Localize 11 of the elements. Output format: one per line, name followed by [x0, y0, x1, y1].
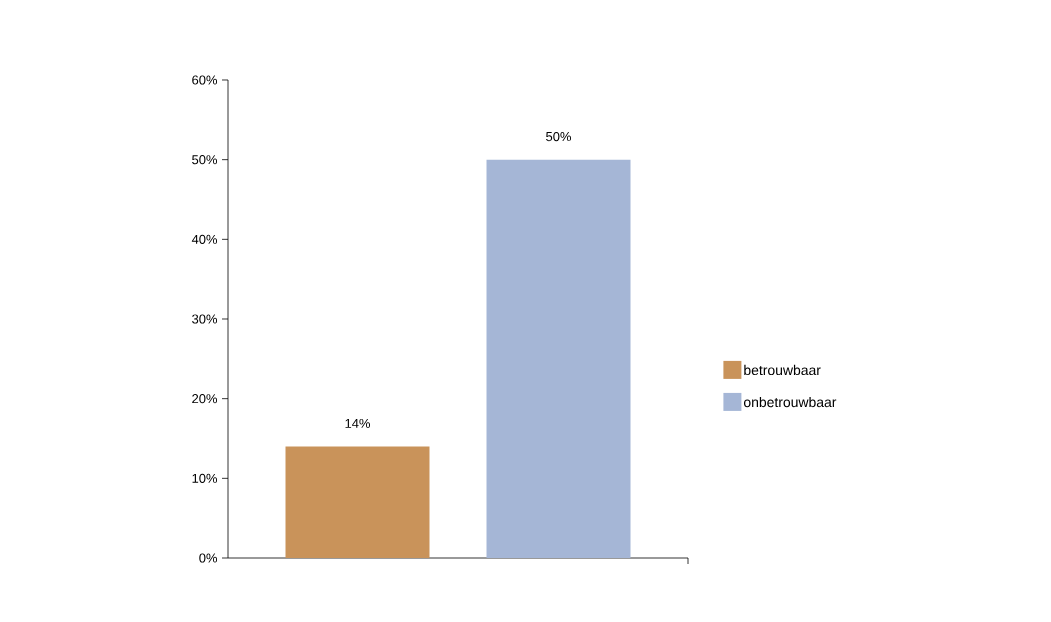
y-tick-label: 10%: [192, 473, 218, 483]
legend-label: onbetrouwbaar: [743, 396, 837, 408]
legend-label: betrouwbaar: [744, 364, 821, 376]
y-tick-label: 30%: [192, 314, 218, 324]
data-label: 50%: [546, 131, 572, 142]
y-tick-label: 0%: [199, 553, 218, 563]
y-tick-label: 40%: [191, 234, 218, 244]
y-tick-label: 20%: [192, 394, 218, 404]
y-tick-label: 50%: [192, 155, 218, 165]
y-tick-label: 60%: [192, 75, 218, 85]
data-label: 14%: [345, 418, 371, 428]
